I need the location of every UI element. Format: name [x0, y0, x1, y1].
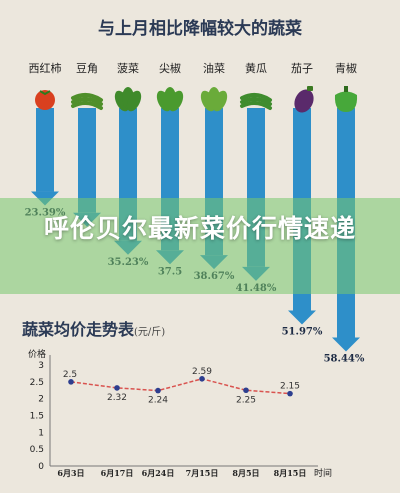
x-tick-label: 6月17日: [101, 468, 134, 478]
y-tick-label: 1.5: [30, 412, 44, 422]
bar: [36, 108, 54, 192]
data-label: 2.32: [107, 393, 127, 403]
bar-arrowhead: [332, 337, 360, 352]
data-point: [199, 376, 205, 382]
y-tick-label: 1: [38, 428, 44, 438]
headline-banner: [0, 198, 400, 294]
y-tick-label: 0: [38, 462, 44, 472]
data-label: 2.59: [192, 367, 212, 377]
bar-chart-title: 与上月相比降幅较大的蔬菜: [98, 19, 302, 39]
data-point: [68, 379, 74, 385]
category-label: 黄瓜: [245, 61, 267, 75]
category-label: 油菜: [203, 61, 225, 75]
data-point: [243, 387, 249, 394]
y-tick-label: 0.5: [30, 445, 44, 455]
headline: 呼伦贝尔最新菜价行情速递: [43, 214, 356, 243]
eggplant-icon: [294, 86, 314, 113]
x-axis-label: 时间: [314, 467, 332, 479]
y-tick-label: 2.5: [30, 378, 44, 388]
category-label: 茄子: [291, 61, 313, 75]
category-label: 豆角: [76, 62, 98, 75]
x-tick-label: 6月24日: [142, 468, 175, 478]
x-tick-label: 8月5日: [232, 468, 259, 478]
category-label: 菠菜: [117, 62, 139, 75]
x-tick-label: 8月15日: [274, 468, 307, 478]
y-tick-label: 2: [38, 395, 44, 405]
data-label: 2.5: [63, 370, 77, 380]
category-label: 青椒: [335, 61, 357, 75]
rape-icon: [200, 87, 228, 112]
green-pepper-icon: [334, 86, 358, 112]
data-label: 2.25: [236, 395, 256, 405]
pepper-icon: [156, 87, 184, 112]
category-label: 西红柿: [29, 61, 62, 75]
x-tick-label: 6月3日: [57, 468, 84, 478]
bar-arrowhead: [288, 310, 316, 325]
data-point: [155, 387, 161, 394]
spinach-icon: [114, 87, 142, 112]
data-label: 2.24: [148, 396, 168, 406]
series-line: [70, 378, 291, 395]
line-chart-title-text: 蔬菜均价走势表: [22, 320, 135, 339]
data-point: [114, 385, 120, 391]
value-label: 58.44%: [324, 354, 365, 365]
data-point: [287, 390, 293, 397]
y-tick-label: 3: [38, 361, 44, 371]
line-chart-title: 蔬菜均价走势表(元/斤): [22, 316, 165, 340]
value-label: 51.97%: [282, 327, 323, 338]
line-chart-unit: (元/斤): [134, 327, 166, 338]
bar: [78, 108, 96, 213]
tomato-icon: [35, 90, 55, 110]
bean-icon: [71, 93, 103, 110]
cucumber-icon: [240, 93, 272, 110]
x-tick-label: 7月15日: [186, 468, 219, 478]
y-axis-label: 价格: [28, 348, 46, 360]
data-label: 2.15: [280, 382, 300, 392]
category-label: 尖椒: [159, 61, 181, 75]
